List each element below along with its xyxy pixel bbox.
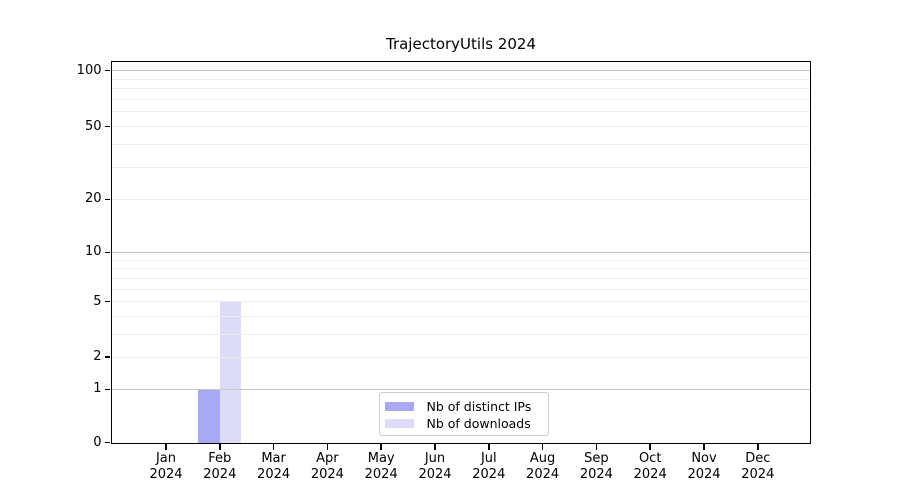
legend-row-downloads: Nb of downloads	[384, 415, 548, 432]
bar-nb-of-downloads-feb	[219, 301, 242, 443]
x-tick-sep	[595, 444, 598, 450]
legend-swatch-downloads-icon	[384, 418, 414, 428]
x-tick-label-mar: Mar 2024	[257, 450, 291, 482]
x-tick-label-jan: Jan 2024	[149, 450, 183, 482]
x-tick-may	[380, 444, 382, 450]
y-tick-label-50: 50	[84, 118, 102, 134]
minor-gridline-50	[111, 126, 810, 128]
plot-area: Nb of distinct IPs Nb of downloads 0 1 2 5 1…	[77, 60, 811, 482]
major-gridline-10	[111, 251, 810, 253]
x-tick-dec	[757, 444, 759, 450]
minor-gridline-80	[111, 88, 810, 90]
y-tick-label-10: 10	[84, 244, 102, 260]
minor-gridline-30	[111, 167, 810, 168]
x-tick-label-jul: Jul 2024	[472, 450, 506, 482]
y-tick-100	[104, 69, 110, 72]
minor-gridline-20	[111, 198, 810, 200]
y-tick-label-5: 5	[93, 293, 102, 309]
minor-gridline-60	[111, 111, 810, 113]
x-tick-jan	[165, 444, 167, 450]
x-tick-jul	[488, 444, 490, 450]
y-tick-20	[104, 198, 110, 201]
y-tick-label-2: 2	[93, 349, 102, 365]
x-tick-mar	[272, 444, 275, 450]
x-tick-label-aug: Aug 2024	[526, 450, 560, 482]
major-gridline-1	[111, 388, 810, 390]
x-tick-nov	[703, 444, 705, 450]
y-tick-label-0: 0	[93, 434, 102, 450]
legend-swatch-distinct-ips-icon	[384, 401, 414, 411]
minor-gridline-9	[111, 259, 810, 261]
plot-inner: Nb of distinct IPs Nb of downloads 0 1 2 5 1…	[77, 62, 810, 482]
x-tick-label-nov: Nov 2024	[687, 450, 721, 482]
minor-gridline-2	[111, 356, 810, 358]
x-tick-label-sep: Sep 2024	[579, 450, 613, 482]
x-tick-aug	[541, 444, 544, 450]
legend-row-distinct-ips: Nb of distinct IPs	[384, 398, 548, 415]
y-tick-5	[104, 300, 110, 303]
minor-gridline-6	[111, 288, 810, 290]
y-tick-label-100: 100	[76, 62, 102, 78]
x-tick-label-feb: Feb 2024	[203, 450, 237, 482]
y-tick-50	[104, 125, 110, 128]
minor-gridline-90	[111, 78, 810, 80]
legend-label-distinct-ips: Nb of distinct IPs	[426, 398, 532, 414]
chart-title: TrajectoryUtils 2024	[385, 35, 536, 53]
minor-gridline-8	[111, 268, 810, 270]
y-tick-10	[104, 251, 110, 254]
minor-gridline-40	[111, 144, 810, 146]
x-tick-apr	[326, 444, 329, 450]
y-tick-2	[104, 356, 110, 358]
x-tick-oct	[649, 444, 651, 450]
major-gridline-100	[111, 70, 810, 71]
x-tick-label-may: May 2024	[364, 450, 398, 482]
minor-gridline-70	[111, 98, 810, 100]
minor-gridline-4	[111, 315, 810, 317]
x-tick-jun	[434, 444, 436, 450]
minor-gridline-5	[111, 301, 810, 303]
x-tick-label-dec: Dec 2024	[741, 450, 775, 482]
x-tick-label-apr: Apr 2024	[310, 450, 344, 482]
y-tick-1	[104, 388, 110, 391]
legend-label-downloads: Nb of downloads	[426, 415, 531, 431]
y-tick-label-1: 1	[93, 381, 102, 397]
minor-gridline-7	[111, 277, 810, 279]
x-tick-feb	[219, 444, 221, 450]
y-tick-0	[104, 441, 110, 444]
x-tick-label-jun: Jun 2024	[418, 450, 452, 482]
y-tick-label-20: 20	[84, 191, 102, 207]
x-tick-label-oct: Oct 2024	[633, 450, 667, 482]
legend: Nb of distinct IPs Nb of downloads	[378, 391, 549, 436]
minor-gridline-3	[111, 333, 810, 335]
bar-nb-of-distinct-ips-feb	[198, 389, 220, 443]
